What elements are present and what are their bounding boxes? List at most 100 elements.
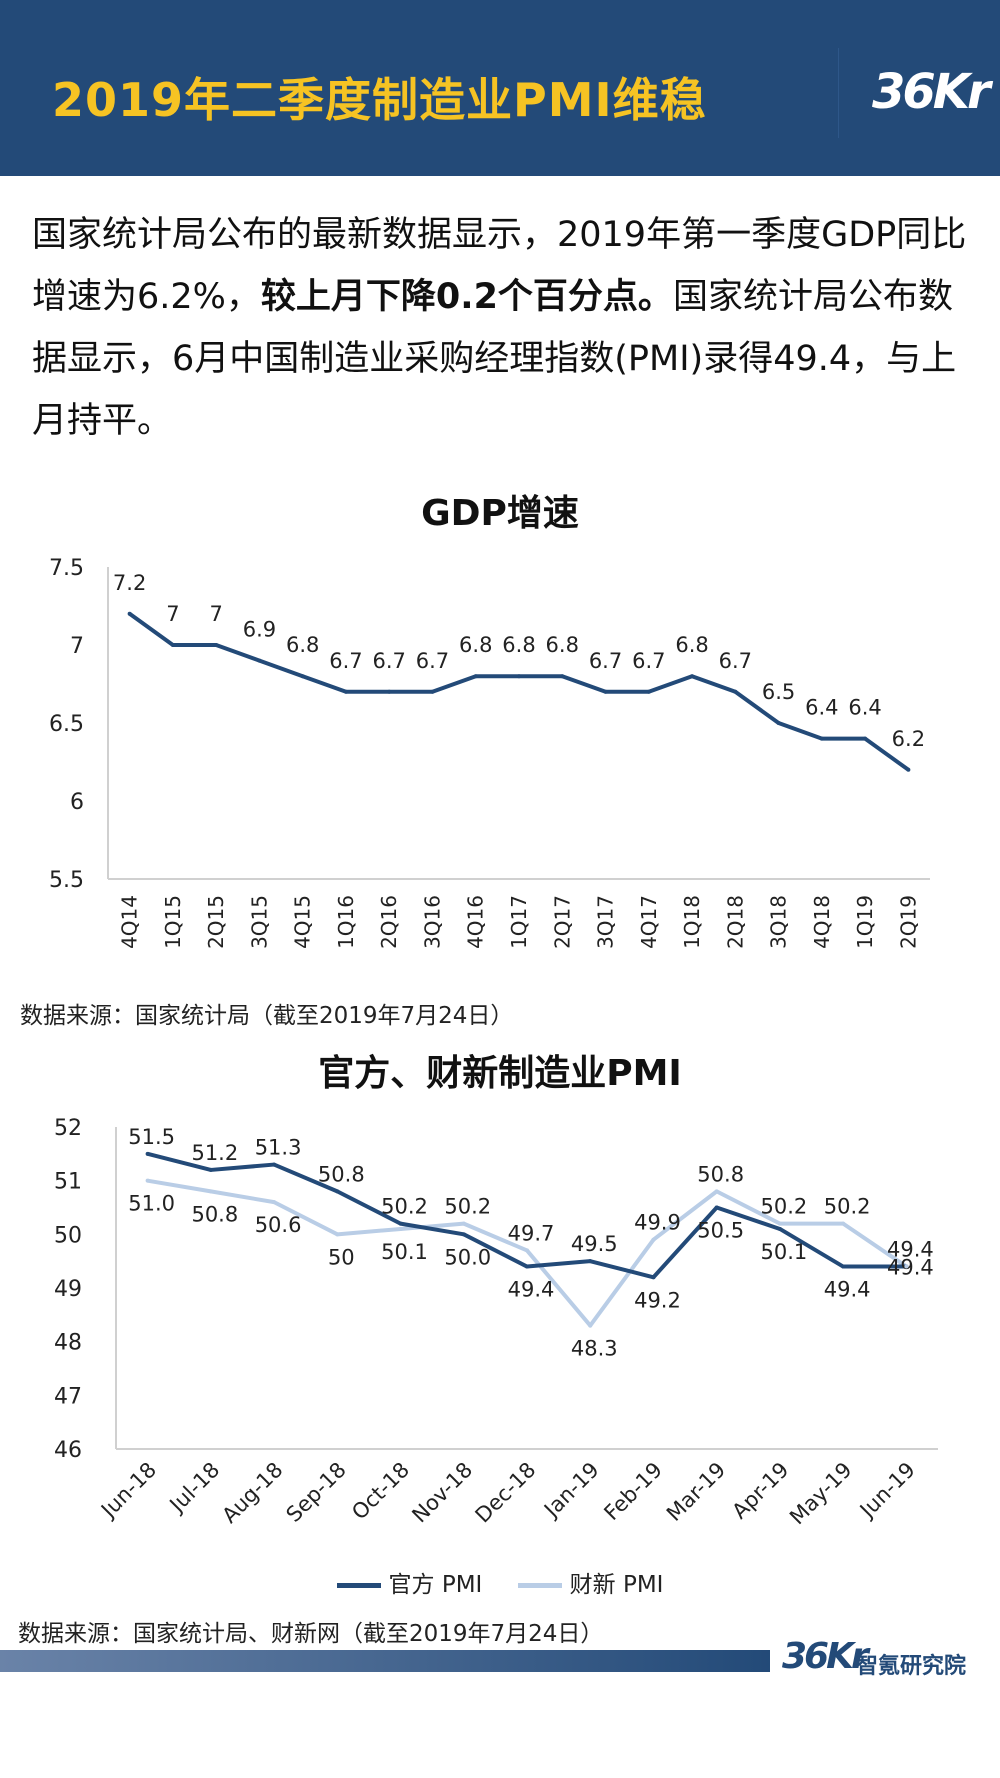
pmi-caixin-point	[335, 1232, 340, 1237]
pmi-x-tick-label: Jan-19	[538, 1458, 604, 1524]
gdp-data-point	[819, 736, 824, 741]
pmi-y-tick-label: 48	[54, 1331, 82, 1356]
pmi-official-data-label: 50.5	[697, 1219, 744, 1243]
gdp-data-label: 7	[209, 602, 222, 626]
pmi-official-data-label: 50.0	[444, 1245, 491, 1269]
gdp-data-point	[776, 721, 781, 725]
gdp-data-label: 6.7	[373, 649, 406, 673]
pmi-official-data-label: 49.2	[634, 1288, 681, 1312]
pmi-official-point	[525, 1264, 529, 1269]
gdp-x-tick-label: 4Q16	[464, 895, 488, 949]
gdp-data-point	[300, 674, 305, 679]
pmi-caixin-point	[145, 1178, 150, 1183]
pmi-caixin-data-label: 50.2	[444, 1195, 491, 1219]
gdp-x-tick-label: 3Q15	[247, 895, 271, 949]
pmi-x-tick-label: Jul-18	[164, 1458, 225, 1519]
pmi-caixin-point	[208, 1189, 213, 1194]
gdp-data-point	[343, 689, 348, 694]
legend-item-caixin: 财新 PMI	[517, 1565, 663, 1599]
footer-bar	[0, 1650, 770, 1672]
gdp-data-point	[473, 674, 478, 679]
pmi-caixin-data-label: 51.0	[128, 1192, 175, 1216]
gdp-x-tick-label: 1Q17	[507, 895, 531, 949]
gdp-data-label: 6.7	[632, 649, 665, 673]
pmi-x-tick-label: Nov-18	[407, 1458, 477, 1528]
pmi-official-point	[208, 1167, 213, 1172]
intro-text-1: 国家统计局公布的最新数据显示，2019年第一季度GDP同比增速为6.2%，	[32, 215, 967, 317]
gdp-x-tick-label: 3Q16	[420, 895, 444, 949]
pmi-official-point	[588, 1259, 593, 1264]
pmi-official-point	[651, 1275, 656, 1280]
gdp-data-label: 6.2	[892, 727, 925, 751]
intro-text-2: 国家统计局公布数据显示，6月中国制造业采购经理指数(PMI)录得49.4，与上月…	[32, 277, 957, 441]
gdp-x-tick-label: 2Q16	[377, 895, 401, 949]
pmi-official-data-label: 51.3	[255, 1136, 302, 1160]
pmi-source-note: 数据来源：国家统计局、财新网（截至2019年7月24日）	[18, 1621, 604, 1647]
pmi-x-tick-label: Jun-19	[854, 1458, 920, 1524]
pmi-official-data-label: 49.4	[508, 1278, 555, 1302]
gdp-data-point	[646, 689, 651, 694]
pmi-caixin-point	[272, 1200, 277, 1205]
pmi-caixin-data-label: 50.8	[191, 1202, 238, 1226]
pmi-official-point	[272, 1162, 277, 1167]
gdp-data-label: 6.7	[719, 649, 752, 673]
legend-label-official: 官方 PMI	[388, 1572, 483, 1598]
pmi-y-tick-label: 51	[54, 1170, 82, 1195]
pmi-caixin-data-label: 50.2	[824, 1195, 871, 1219]
pmi-caixin-point	[841, 1221, 846, 1226]
pmi-official-data-label: 51.2	[191, 1141, 238, 1165]
pmi-official-data-label: 50.8	[318, 1162, 365, 1186]
pmi-caixin-point	[398, 1226, 403, 1231]
footer-org-name: 智氪研究院	[856, 1654, 967, 1679]
footer-logo: 36Kr	[782, 1636, 869, 1677]
pmi-y-tick-label: 52	[54, 1116, 82, 1141]
gdp-x-tick-label: 1Q18	[680, 895, 704, 949]
gdp-data-label: 6.7	[589, 649, 622, 673]
pmi-caixin-data-label: 49.4	[887, 1238, 934, 1262]
gdp-chart: 5.5 6 6.5 7 7.5 4Q14 1Q15 2Q15 3Q15 4Q15 1Q16 2Q16 3…	[49, 556, 930, 949]
gdp-data-label: 6.9	[243, 618, 276, 642]
pmi-chart-title: 官方、财新制造业PMI	[318, 1053, 682, 1094]
gdp-data-label: 6.8	[459, 633, 492, 657]
pmi-official-point	[777, 1226, 782, 1231]
gdp-x-tick-label: 1Q16	[334, 895, 358, 949]
gdp-data-label: 6.8	[502, 633, 535, 657]
pmi-x-tick-label: Oct-18	[347, 1458, 414, 1525]
pmi-y-tick-label: 49	[54, 1277, 82, 1302]
gdp-data-point	[387, 689, 392, 694]
gdp-x-tick-label: 1Q19	[853, 895, 877, 949]
gdp-data-label: 6.8	[286, 633, 319, 657]
pmi-x-tick-label: Sep-18	[282, 1458, 351, 1527]
gdp-data-label: 7.2	[113, 571, 146, 595]
pmi-official-point	[461, 1232, 466, 1237]
pmi-caixin-point	[777, 1221, 782, 1226]
pmi-official-point	[841, 1264, 846, 1269]
gdp-data-label: 7	[166, 602, 179, 626]
pmi-caixin-data-label: 48.3	[571, 1337, 618, 1361]
gdp-data-label: 6.4	[848, 696, 881, 720]
gdp-x-tick-label: 2Q17	[550, 895, 574, 949]
gdp-x-tick-label: 4Q18	[810, 895, 834, 949]
intro-text-bold: 较上月下降0.2个百分点。	[260, 277, 673, 317]
pmi-official-data-label: 49.5	[571, 1232, 618, 1256]
gdp-x-tick-label: 2Q19	[896, 895, 920, 949]
gdp-data-label: 6.4	[805, 696, 838, 720]
page-title: 2019年二季度制造业PMI维稳	[52, 73, 707, 127]
gdp-y-tick-label: 6	[70, 790, 84, 815]
pmi-y-tick-label: 47	[54, 1384, 82, 1409]
pmi-official-data-label: 49.4	[824, 1278, 871, 1302]
gdp-data-point	[430, 689, 435, 694]
pmi-caixin-point	[651, 1237, 656, 1242]
pmi-official-data-label: 50.1	[761, 1240, 808, 1264]
pmi-official-data-label: 50.2	[381, 1195, 428, 1219]
gdp-data-label: 6.7	[416, 649, 449, 673]
pmi-x-tick-label: Jun-18	[95, 1458, 161, 1524]
pmi-x-tick-label: Feb-19	[599, 1458, 667, 1526]
gdp-y-tick-label: 5.5	[49, 868, 84, 893]
gdp-data-point	[906, 767, 911, 772]
pmi-x-tick-label: Aug-18	[217, 1458, 287, 1528]
gdp-data-point	[690, 674, 695, 679]
gdp-data-point	[733, 689, 738, 694]
pmi-x-tick-label: Apr-19	[727, 1458, 793, 1524]
pmi-legend: 官方 PMI 财新 PMI	[0, 1565, 1000, 1599]
